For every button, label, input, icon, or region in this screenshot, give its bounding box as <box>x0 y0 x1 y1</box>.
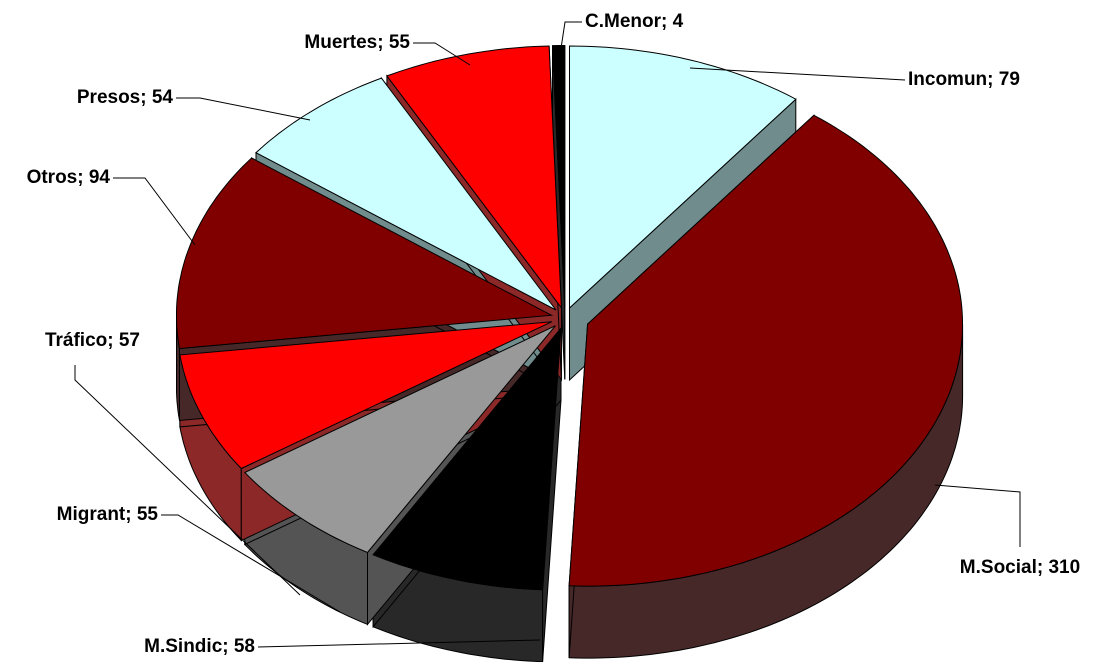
data-label: Muertes; 55 <box>304 32 410 53</box>
leader-line <box>176 97 311 121</box>
data-label: C.Menor; 4 <box>585 11 684 32</box>
data-label: M.Social; 310 <box>960 557 1080 578</box>
leader-line <box>559 21 582 56</box>
leader-line <box>934 484 1021 547</box>
slice <box>372 326 562 591</box>
leader-line <box>689 67 906 81</box>
leader-line <box>74 365 301 596</box>
data-label: Otros; 94 <box>27 167 111 188</box>
leader-line <box>257 639 541 648</box>
leader-line <box>413 42 471 66</box>
data-label: Presos; 54 <box>77 87 174 108</box>
data-label: Migrant; 55 <box>57 504 159 525</box>
slice <box>176 157 554 350</box>
slice <box>243 325 556 554</box>
slice <box>568 114 963 587</box>
slice <box>179 321 553 470</box>
leader-line <box>161 514 341 613</box>
slice <box>569 45 797 310</box>
slice <box>386 45 562 310</box>
slice <box>255 77 557 311</box>
slice <box>551 45 566 308</box>
data-label: Incomun; 79 <box>908 69 1020 90</box>
leader-line <box>113 177 196 246</box>
data-label: M.Sindic; 58 <box>144 636 255 657</box>
data-label: Tráfico; 57 <box>45 330 140 351</box>
